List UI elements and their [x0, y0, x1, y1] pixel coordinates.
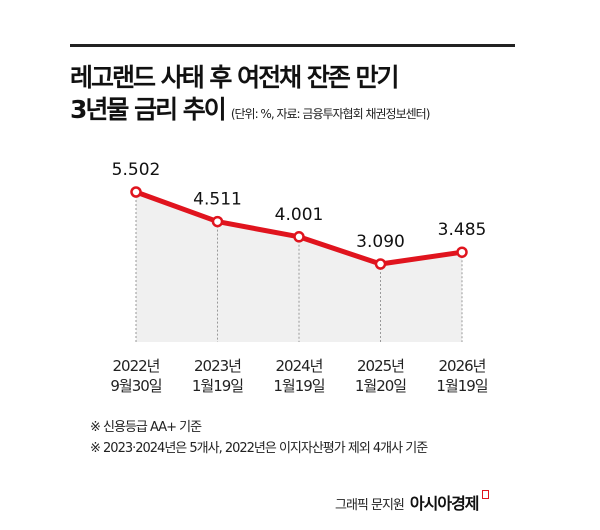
data-label-0: 5.502 [112, 160, 161, 180]
subtitle: (단위: %, 자료: 금융투자협회 채권정보센터) [230, 107, 431, 121]
data-label-1: 4.511 [193, 190, 242, 210]
credit: 그래픽 문지원 아시아경제 [335, 490, 489, 514]
logo-flag-icon [481, 490, 489, 499]
data-point-3 [374, 258, 387, 270]
x-tick-label-4-0: 2026년 [439, 357, 486, 375]
credit-text: 그래픽 문지원 [335, 498, 405, 513]
data-label-3: 3.090 [356, 232, 405, 252]
x-tick-label-2-1: 1월19일 [273, 377, 324, 395]
data-point-1 [211, 215, 224, 228]
x-tick-label-3-0: 2025년 [357, 357, 404, 375]
data-point-0 [130, 186, 142, 198]
x-tick-label-0-1: 9월30일 [110, 377, 161, 395]
data-point-4 [456, 246, 468, 258]
x-tick-label-3-1: 1월20일 [355, 377, 406, 395]
x-tick-label-2-0: 2024년 [276, 357, 323, 375]
x-tick-label-0-0: 2022년 [113, 357, 160, 375]
title-line2: 3년물 금리 추이 [70, 95, 227, 124]
title-line1: 레고랜드 사태 후 여전채 잔존 만기 [70, 63, 400, 92]
x-tick-label-4-1: 1월19일 [436, 377, 487, 395]
note-1: ※ 신용등급 AA+ 기준 [90, 420, 202, 435]
data-label-2: 4.001 [275, 205, 324, 225]
x-tick-label-1-1: 1월19일 [192, 377, 243, 395]
brand-logo: 아시아경제 [409, 494, 480, 513]
data-label-4: 3.485 [438, 220, 487, 240]
x-tick-label-1-0: 2023년 [194, 357, 241, 375]
data-point-2 [293, 231, 305, 243]
note-2: ※ 2023·2024년은 5개사, 2022년은 이지자산평가 제외 4개사 … [90, 441, 428, 456]
top-rule [70, 44, 515, 47]
